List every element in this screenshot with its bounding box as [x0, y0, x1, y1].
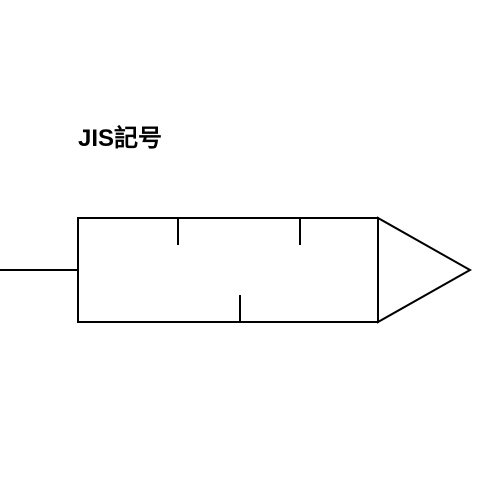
- jis-symbol-diagram: [0, 0, 500, 500]
- symbol-tip-triangle: [378, 218, 470, 322]
- symbol-body-rect: [78, 218, 378, 322]
